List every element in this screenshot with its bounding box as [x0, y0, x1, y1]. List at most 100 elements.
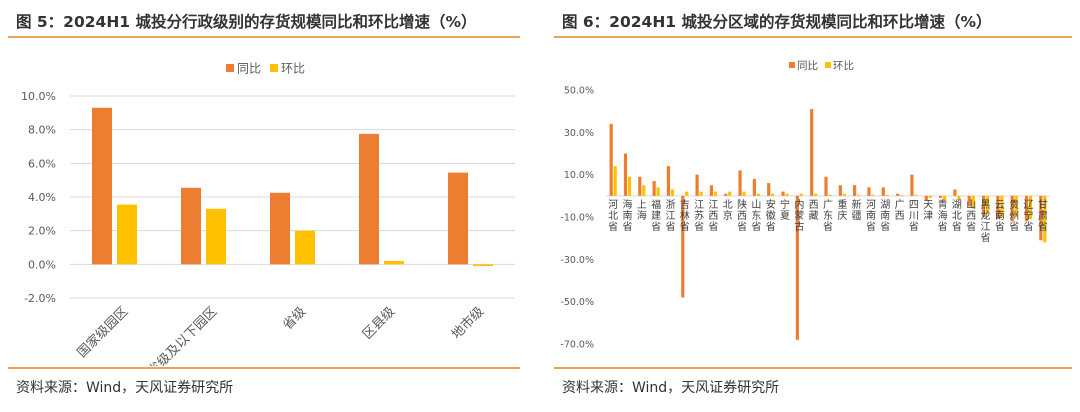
bar-yoy	[695, 174, 699, 196]
x-tick-label: 安徽省	[766, 198, 776, 233]
x-tick-label: 江苏省	[694, 199, 704, 233]
y-tick-label: -30.0%	[560, 255, 594, 266]
y-tick-label: 0.0%	[28, 258, 56, 271]
bar-qoq	[685, 191, 689, 196]
divider-top	[554, 36, 1072, 38]
x-tick-label: 四川省	[909, 200, 919, 233]
y-tick-label: 10.0%	[564, 170, 594, 181]
x-tick-label: 海南省	[622, 198, 632, 233]
bar-yoy	[838, 185, 842, 196]
x-tick-label: 湖北省	[952, 199, 962, 233]
y-tick-label: 10.0%	[21, 90, 56, 103]
bar-yoy	[881, 187, 885, 196]
x-tick-label: 青海省	[938, 198, 948, 233]
x-tick-label: 西藏	[809, 200, 819, 222]
x-tick-label: 湖南省	[880, 199, 890, 233]
legend-swatch	[789, 62, 795, 68]
bar-qoq	[785, 193, 789, 196]
bar-qoq	[713, 191, 718, 196]
y-tick-label: -2.0%	[24, 292, 56, 305]
legend-label: 同比	[797, 59, 818, 72]
bar-qoq	[771, 193, 775, 196]
bar-yoy	[270, 192, 290, 265]
bar-qoq	[473, 264, 493, 267]
x-tick-label: 山西省	[966, 199, 976, 233]
x-tick-label: 北京	[723, 199, 733, 222]
x-tick-label: 贵州省	[1009, 198, 1019, 233]
y-tick-label: -70.0%	[560, 340, 594, 351]
x-tick-label: 河南省	[866, 199, 876, 233]
bar-yoy	[92, 107, 112, 265]
bar-yoy	[924, 195, 928, 201]
legend: 同比 环比	[789, 59, 854, 72]
source-note: 资料来源：Wind，天风证券研究所	[562, 380, 780, 396]
bar-yoy	[781, 191, 785, 196]
x-tick-label: 辽宁省	[1024, 199, 1034, 233]
x-tick-label: 宁夏	[780, 198, 790, 222]
bar-yoy	[738, 170, 742, 196]
chart-title: 图 6：2024H1 城投分区域的存货规模同比和环比增速（%）	[562, 13, 992, 31]
bar-qoq	[857, 194, 861, 196]
x-tick-label: 广西	[895, 199, 905, 222]
y-tick-label: 4.0%	[28, 191, 56, 204]
bar-yoy	[181, 187, 201, 265]
bar-qoq	[957, 195, 961, 201]
bar-yoy	[752, 178, 756, 196]
divider-top	[8, 36, 520, 38]
legend-label: 环比	[833, 59, 854, 72]
bar-qoq	[1028, 195, 1033, 220]
bar-qoq	[206, 208, 226, 265]
bar-yoy	[967, 195, 971, 207]
bar-qoq	[295, 230, 315, 265]
bar-yoy	[1010, 195, 1014, 222]
x-tick-label: 黑龙江省	[981, 199, 991, 244]
bar-yoy	[824, 176, 828, 196]
y-tick-label: 30.0%	[564, 128, 594, 139]
x-tick-label: 内蒙古	[794, 198, 804, 233]
y-tick-label: 2.0%	[28, 225, 56, 238]
bar-yoy	[896, 193, 900, 196]
x-tick-label: 天津	[923, 200, 933, 222]
chart-right-svg: 同比 环比 50.0% 30.0% 10.0% -10.0% -30.0% -50.0% -70…	[560, 59, 1050, 351]
divider-bottom	[8, 367, 520, 369]
bar-qoq	[985, 195, 990, 213]
bar-yoy	[666, 166, 671, 196]
bar-qoq	[814, 193, 818, 196]
chart-panel-left: 图 5：2024H1 城投分行政级别的存货规模同比和环比增速（%） 同比 环比 10…	[0, 0, 528, 412]
bar-yoy	[609, 123, 613, 196]
bar-yoy	[638, 176, 642, 196]
bar-qoq	[1000, 195, 1004, 217]
bar-qoq	[799, 193, 803, 196]
x-tick-label: 上海	[637, 199, 647, 222]
bar-yoy	[867, 187, 871, 196]
legend-swatch	[825, 62, 831, 68]
bar-yoy	[910, 174, 914, 196]
y-tick-label: -50.0%	[560, 297, 594, 308]
bar-yoy	[938, 195, 943, 198]
x-tick-label: 地市级	[448, 304, 487, 343]
divider-bottom	[554, 367, 1072, 369]
bar-qoq	[871, 194, 875, 196]
bar-qoq	[699, 191, 703, 196]
x-tick-label: 广东省	[823, 199, 833, 233]
bar-qoq	[1014, 195, 1018, 217]
x-tick-label: 重庆	[837, 198, 847, 222]
x-tick-label: 国家级园区	[74, 304, 131, 361]
bar-qoq	[756, 193, 760, 196]
bar-yoy	[996, 195, 1000, 220]
x-tick-label: 省级	[280, 304, 309, 333]
bar-yoy	[724, 193, 728, 196]
source-note: 资料来源：Wind，天风证券研究所	[16, 380, 234, 396]
bar-yoy	[853, 185, 857, 196]
y-tick-label: 6.0%	[28, 157, 56, 170]
bar-qoq	[670, 189, 675, 196]
legend-swatch	[226, 64, 234, 72]
bar-yoy	[1039, 195, 1043, 241]
bar-qoq	[627, 176, 632, 196]
bar-yoy	[623, 153, 628, 196]
legend-swatch	[270, 64, 278, 72]
x-tick-label: 浙江省	[665, 199, 675, 233]
y-tick-label: 8.0%	[28, 124, 56, 137]
bar-yoy	[1024, 195, 1029, 222]
chart-left-svg: 同比 环比10.0%8.0%6.0%4.0%2.0%0.0%-2.0%国家级园区省…	[21, 62, 515, 366]
